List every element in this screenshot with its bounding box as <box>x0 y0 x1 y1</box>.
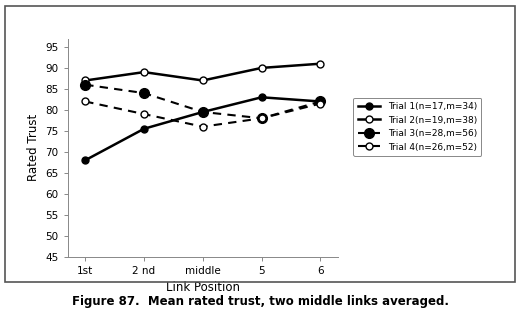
Trial 2(n=19,m=38) <box>200 79 206 82</box>
Legend: Trial 1(n=17,m=34), Trial 2(n=19,m=38), Trial 3(n=28,m=56), Trial 4(n=26,m=52): Trial 1(n=17,m=34), Trial 2(n=19,m=38), … <box>353 98 482 156</box>
Line: Trial 2(n=19,m=38): Trial 2(n=19,m=38) <box>82 60 324 84</box>
Trial 4(n=26,m=52) <box>317 102 323 106</box>
Y-axis label: Rated Trust: Rated Trust <box>27 114 40 181</box>
Trial 3(n=28,m=56) <box>82 83 88 87</box>
Trial 4(n=26,m=52) <box>82 100 88 103</box>
Trial 1(n=17,m=34) <box>141 127 147 131</box>
Trial 2(n=19,m=38) <box>258 66 265 70</box>
Text: Figure 87.  Mean rated trust, two middle links averaged.: Figure 87. Mean rated trust, two middle … <box>72 295 448 308</box>
Trial 1(n=17,m=34) <box>258 95 265 99</box>
Line: Trial 4(n=26,m=52): Trial 4(n=26,m=52) <box>82 98 324 130</box>
Trial 2(n=19,m=38) <box>141 70 147 74</box>
X-axis label: Link Position: Link Position <box>166 282 240 294</box>
Trial 1(n=17,m=34) <box>82 158 88 162</box>
Trial 2(n=19,m=38) <box>317 62 323 65</box>
Trial 4(n=26,m=52) <box>141 112 147 116</box>
Line: Trial 3(n=28,m=56): Trial 3(n=28,m=56) <box>81 80 325 123</box>
Line: Trial 1(n=17,m=34): Trial 1(n=17,m=34) <box>82 94 324 164</box>
Trial 3(n=28,m=56) <box>200 110 206 114</box>
Trial 4(n=26,m=52) <box>258 116 265 120</box>
Trial 3(n=28,m=56) <box>141 91 147 95</box>
Trial 1(n=17,m=34) <box>317 100 323 103</box>
Trial 2(n=19,m=38) <box>82 79 88 82</box>
Trial 1(n=17,m=34) <box>200 110 206 114</box>
Trial 3(n=28,m=56) <box>317 100 323 103</box>
Trial 4(n=26,m=52) <box>200 125 206 129</box>
Trial 3(n=28,m=56) <box>258 116 265 120</box>
